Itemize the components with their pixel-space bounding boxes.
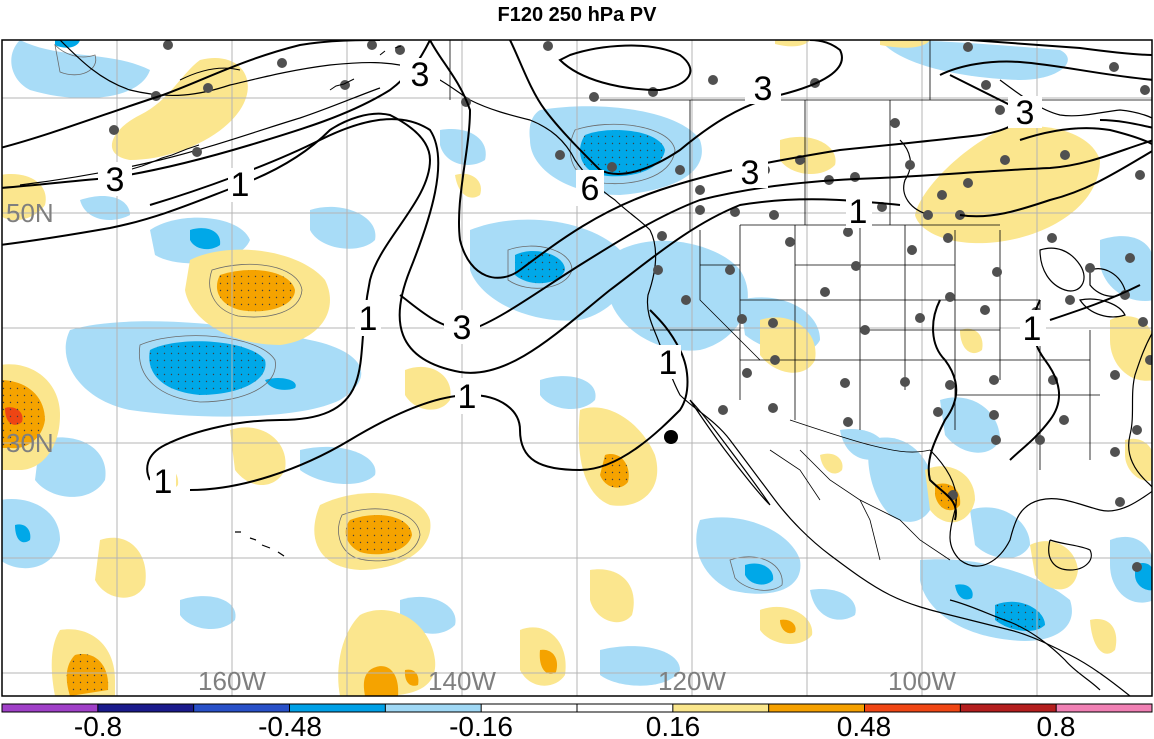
contour-label: 1 <box>458 378 477 416</box>
colorbar-swatch <box>672 704 770 712</box>
colorbar-swatch <box>577 704 674 712</box>
positive-anomaly-light <box>2 40 1152 696</box>
contour-label: 3 <box>741 154 760 192</box>
colorbar-swatch <box>481 704 578 712</box>
contour-label: 3 <box>106 161 125 199</box>
colorbar-label: -0.16 <box>449 711 513 739</box>
colorbar-label: 0.8 <box>1037 711 1076 739</box>
contour-label: 1 <box>154 463 173 501</box>
lat-label-50n: 50N <box>6 198 54 228</box>
graticule <box>2 40 1152 696</box>
colorbar-label: -0.8 <box>74 711 122 739</box>
contour-label: 1 <box>359 300 378 338</box>
colorbar-label: 0.16 <box>646 711 701 739</box>
colorbar-swatch <box>768 704 865 712</box>
coastlines <box>19 40 1152 696</box>
contour-label: 6 <box>581 170 600 208</box>
colorbar-swatch <box>193 704 290 712</box>
contour-label: 3 <box>411 56 430 94</box>
colorbar-swatch <box>97 704 195 712</box>
colorbar-label: 0.48 <box>837 711 892 739</box>
colorbar-swatch <box>2 704 99 712</box>
contour-label: 3 <box>1016 94 1035 132</box>
lon-label-160w: 160W <box>198 666 266 696</box>
chart-title: F120 250 hPa PV <box>497 4 657 26</box>
axis-labels: 50N 30N 160W 140W 120W 100W <box>6 198 956 696</box>
contour-label: 1 <box>1023 310 1042 348</box>
colorbar: -0.8 -0.48 -0.16 0.16 0.48 0.8 <box>1 703 1153 739</box>
lat-label-30n: 30N <box>6 428 54 458</box>
contour-label: 1 <box>849 193 868 231</box>
marker-dot <box>664 430 678 444</box>
colorbar-swatch <box>1056 704 1153 712</box>
contour-label: 3 <box>453 309 472 347</box>
significance-stippling <box>2 130 1045 696</box>
colorbar-swatch <box>960 704 1057 712</box>
colorbar-swatch <box>289 704 386 712</box>
contour-labels: 3 3 3 3 3 3 1 1 1 1 1 1 1 6 1 <box>98 56 1046 501</box>
colorbar-label: -0.48 <box>258 711 322 739</box>
lon-label-100w: 100W <box>888 666 956 696</box>
contour-label: 1 <box>231 166 250 204</box>
pv-contours <box>2 40 1152 521</box>
contour-label: 3 <box>754 70 773 108</box>
map-frame <box>1 39 1153 697</box>
colorbar-swatch <box>385 704 482 712</box>
colorbar-swatch <box>864 704 961 712</box>
lon-label-140w: 140W <box>428 666 496 696</box>
station-dots <box>109 40 1152 572</box>
lon-label-120w: 120W <box>658 666 726 696</box>
contour-label: 1 <box>659 344 678 382</box>
